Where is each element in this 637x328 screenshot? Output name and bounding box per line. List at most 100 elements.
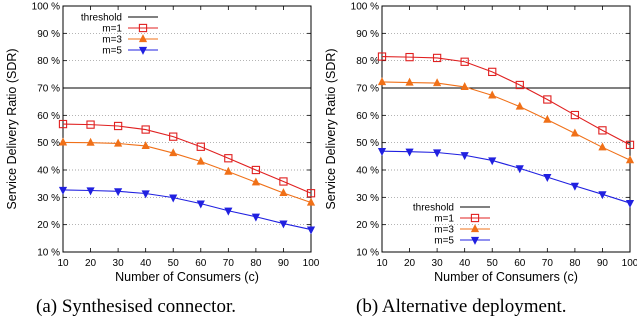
data-point-m=1 bbox=[279, 177, 288, 186]
x-tick-label: 40 bbox=[459, 258, 471, 269]
y-tick-label: 40 % bbox=[37, 166, 60, 177]
y-tick-label: 70 % bbox=[37, 84, 60, 95]
data-point-m=5 bbox=[114, 188, 123, 197]
y-tick-label: 100 % bbox=[351, 2, 379, 13]
x-tick-label: 60 bbox=[514, 258, 526, 269]
data-point-m=5 bbox=[141, 190, 150, 199]
legend-marker bbox=[470, 236, 480, 245]
data-point-m=1 bbox=[543, 95, 552, 104]
x-tick-label: 60 bbox=[195, 258, 207, 269]
data-point-m=5 bbox=[169, 194, 178, 203]
x-tick-label: 70 bbox=[223, 258, 235, 269]
x-tick-label: 10 bbox=[376, 258, 388, 269]
data-point-m=1 bbox=[432, 53, 442, 63]
data-point-m=3 bbox=[306, 197, 316, 206]
y-tick-label: 30 % bbox=[356, 193, 379, 204]
data-point-m=5 bbox=[460, 152, 469, 161]
series-line-m=3 bbox=[381, 81, 631, 161]
y-tick-label: 70 % bbox=[356, 84, 379, 95]
legend-label: m=5 bbox=[102, 46, 122, 57]
data-point-m=5 bbox=[86, 187, 95, 196]
data-point-m=3 bbox=[86, 137, 95, 146]
data-point-m=3 bbox=[488, 90, 497, 99]
data-point-m=5 bbox=[515, 165, 524, 174]
y-tick-label: 50 % bbox=[356, 138, 379, 149]
data-point-m=3 bbox=[169, 148, 178, 157]
data-point-m=1 bbox=[113, 121, 123, 131]
y-axis-label: Service Delivery Ratio (SDR) bbox=[5, 48, 19, 209]
series-line-m=5 bbox=[62, 189, 312, 231]
data-point-m=3 bbox=[405, 77, 414, 86]
x-tick-label: 90 bbox=[597, 258, 609, 269]
x-axis-label: Number of Consumers (c) bbox=[434, 270, 578, 284]
caption-a: (a) Synthesised connector. bbox=[36, 296, 236, 317]
data-point-m=3 bbox=[598, 142, 607, 151]
data-point-m=5 bbox=[570, 182, 579, 191]
data-point-m=3 bbox=[141, 141, 150, 150]
y-tick-label: 20 % bbox=[37, 220, 60, 231]
y-tick-label: 20 % bbox=[356, 220, 379, 231]
data-point-m=3 bbox=[114, 138, 123, 147]
data-point-m=3 bbox=[543, 114, 552, 123]
data-point-m=5 bbox=[625, 199, 635, 208]
x-tick-label: 50 bbox=[168, 258, 180, 269]
data-point-m=1 bbox=[488, 67, 497, 77]
y-tick-label: 10 % bbox=[37, 248, 60, 259]
data-point-m=1 bbox=[141, 125, 150, 134]
legend-label: m=3 bbox=[434, 225, 454, 236]
x-tick-label: 100 bbox=[622, 258, 637, 269]
chart-panel-a: 10 % 20 % 30 % 40 % 50 % 60 % 70 % 80 % 90 % 100 … bbox=[5, 2, 320, 285]
data-point-m=1 bbox=[515, 80, 524, 90]
data-point-m=3 bbox=[515, 101, 524, 110]
x-tick-label: 30 bbox=[432, 258, 444, 269]
legend-marker bbox=[138, 23, 148, 33]
data-point-m=1 bbox=[460, 57, 469, 66]
data-point-m=3 bbox=[377, 77, 387, 86]
y-tick-label: 80 % bbox=[37, 56, 60, 67]
data-point-m=5 bbox=[377, 148, 387, 156]
x-tick-label: 20 bbox=[404, 258, 416, 269]
y-axis-label: Service Delivery Ratio (SDR) bbox=[324, 48, 338, 209]
legend-marker bbox=[138, 46, 148, 55]
data-point-m=1 bbox=[625, 140, 635, 150]
data-point-m=1 bbox=[224, 154, 233, 163]
data-point-m=3 bbox=[224, 166, 233, 175]
data-point-m=1 bbox=[58, 119, 68, 129]
data-point-m=1 bbox=[377, 52, 387, 61]
legend-marker bbox=[138, 34, 148, 43]
data-point-m=5 bbox=[58, 186, 68, 195]
y-tick-label: 60 % bbox=[356, 111, 379, 122]
legend-label: threshold bbox=[81, 13, 122, 24]
legend-label: m=5 bbox=[434, 236, 454, 247]
y-tick-label: 30 % bbox=[37, 193, 60, 204]
x-tick-label: 80 bbox=[250, 258, 262, 269]
data-point-m=3 bbox=[433, 78, 442, 87]
data-point-m=3 bbox=[279, 188, 288, 197]
x-tick-label: 50 bbox=[487, 258, 499, 269]
series-line-m=5 bbox=[381, 150, 631, 204]
y-tick-label: 10 % bbox=[356, 248, 379, 259]
legend-label: threshold bbox=[413, 203, 454, 214]
data-point-m=5 bbox=[279, 220, 288, 229]
data-point-m=1 bbox=[196, 142, 205, 151]
data-point-m=1 bbox=[306, 189, 316, 198]
data-point-m=5 bbox=[196, 200, 205, 209]
x-tick-label: 100 bbox=[303, 258, 320, 269]
y-tick-label: 60 % bbox=[37, 111, 60, 122]
data-point-m=1 bbox=[251, 165, 261, 175]
x-tick-label: 80 bbox=[569, 258, 581, 269]
y-tick-label: 40 % bbox=[356, 166, 379, 177]
data-point-m=5 bbox=[543, 174, 552, 182]
data-point-m=5 bbox=[488, 157, 497, 166]
data-point-m=3 bbox=[251, 177, 260, 186]
data-point-m=5 bbox=[306, 226, 316, 235]
x-tick-label: 20 bbox=[85, 258, 97, 269]
data-point-m=3 bbox=[570, 128, 579, 137]
y-tick-label: 80 % bbox=[356, 56, 379, 67]
x-tick-label: 90 bbox=[278, 258, 290, 269]
data-point-m=5 bbox=[251, 213, 260, 222]
plot-frame bbox=[62, 5, 312, 253]
data-point-m=5 bbox=[598, 191, 607, 200]
